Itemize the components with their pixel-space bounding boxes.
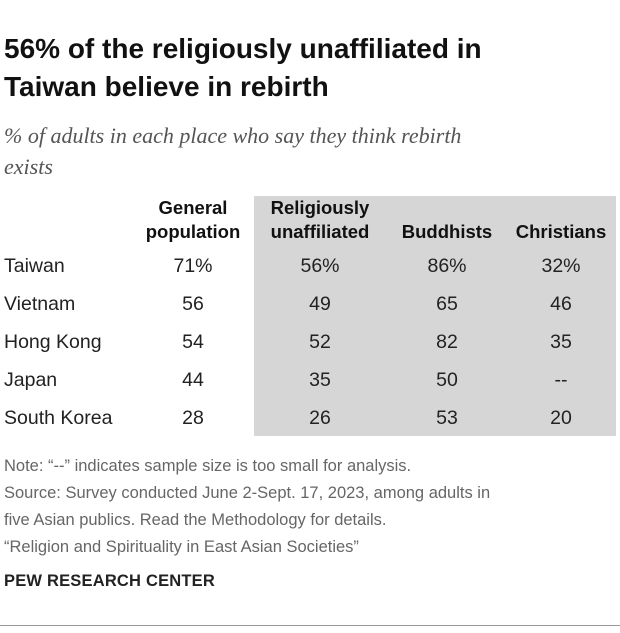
table-cell: 86% <box>427 255 467 277</box>
table-cell: 65 <box>436 293 458 315</box>
table-cell: 56% <box>300 255 340 277</box>
note-text: Note: “--” indicates sample size is too … <box>4 457 412 475</box>
table-cell: 56 <box>182 293 204 315</box>
table-cell: 26 <box>309 407 331 429</box>
chart-title-line-2: Taiwan believe in rebirth <box>4 71 329 102</box>
shaded-columns-background <box>254 196 616 436</box>
chart-title: 56% of the religiously unaffiliated in T… <box>4 30 604 106</box>
column-header-line-2: population <box>145 221 241 242</box>
table-cell: -- <box>554 369 568 391</box>
table-cell: 53 <box>436 407 458 429</box>
row-label: Taiwan <box>4 255 65 277</box>
column-header: Religiously unaffiliated <box>250 196 390 244</box>
bottom-rule <box>0 625 620 626</box>
chart-subtitle-line-2: exists <box>4 154 53 179</box>
table-cell: 44 <box>182 369 204 391</box>
table-cell: 28 <box>182 407 204 429</box>
table-cell: 20 <box>550 407 572 429</box>
chart-subtitle-line-1: % of adults in each place who say they t… <box>4 123 462 148</box>
row-label: South Korea <box>4 407 113 429</box>
pew-research-center-logo: PEW RESEARCH CENTER <box>4 572 215 590</box>
chart-title-line-1: 56% of the religiously unaffiliated in <box>4 33 482 64</box>
table-cell: 35 <box>550 331 572 353</box>
table-cell: 50 <box>436 369 458 391</box>
table-cell: 35 <box>309 369 331 391</box>
chart-subtitle: % of adults in each place who say they t… <box>4 120 604 182</box>
table-cell: 32% <box>541 255 581 277</box>
source-line-1: Source: Survey conducted June 2-Sept. 17… <box>4 484 491 502</box>
table-cell: 54 <box>182 331 204 353</box>
column-header-line-1: Religiously <box>270 197 370 218</box>
table-cell: 46 <box>550 293 572 315</box>
source-line-2: five Asian publics. Read the Methodology… <box>4 511 387 529</box>
row-label: Japan <box>4 369 58 391</box>
column-header-line-2: Christians <box>515 221 607 242</box>
column-header-line-2: unaffiliated <box>270 221 370 242</box>
column-header-line-1: General <box>158 197 228 218</box>
column-header: General population <box>123 196 263 244</box>
report-title: “Religion and Spirituality in East Asian… <box>4 538 359 556</box>
row-label: Vietnam <box>4 293 76 315</box>
column-header-line-1 <box>491 196 620 220</box>
column-header: Buddhists <box>377 196 517 244</box>
column-header-line-2: Buddhists <box>401 221 493 242</box>
row-label: Hong Kong <box>4 331 102 353</box>
table-cell: 49 <box>309 293 331 315</box>
table-cell: 52 <box>309 331 331 353</box>
table-cell: 82 <box>436 331 458 353</box>
table-cell: 71% <box>173 255 213 277</box>
column-header: Christians <box>491 196 620 244</box>
